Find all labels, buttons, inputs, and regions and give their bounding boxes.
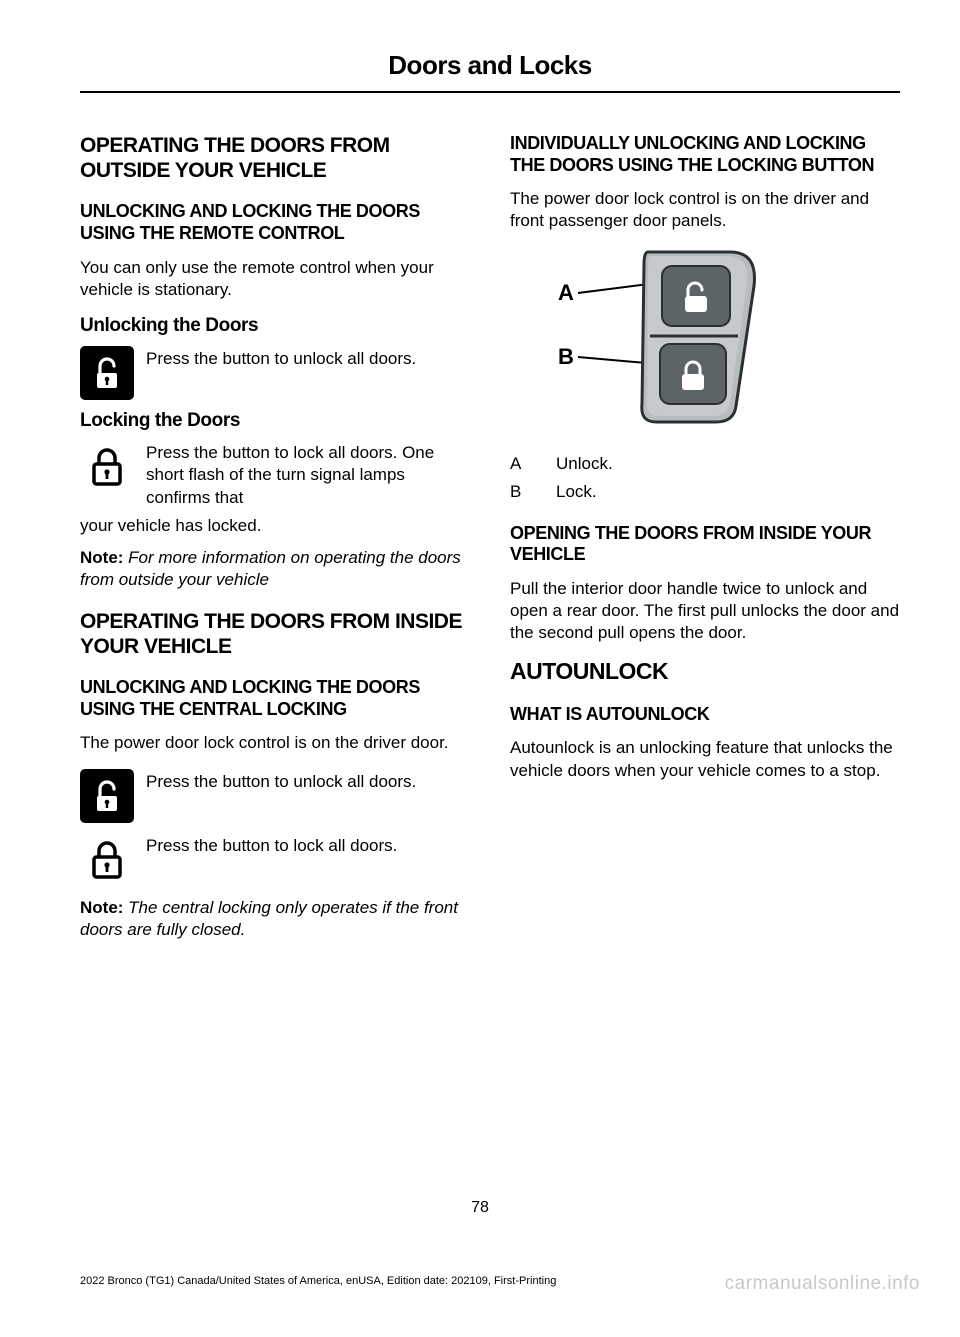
- heading-unlocking-doors: Unlocking the Doors: [80, 315, 470, 338]
- text-unlock-remote: Press the button to unlock all doors.: [146, 346, 470, 370]
- heading-operating-inside: OPERATING THE DOORS FROM INSIDE YOUR VEH…: [80, 609, 470, 659]
- row-unlock-central: Press the button to unlock all doors.: [80, 769, 470, 823]
- row-lock-remote: Press the button to lock all doors. One …: [80, 440, 470, 508]
- watermark: carmanualsonline.info: [725, 1273, 920, 1295]
- row-unlock-remote: Press the button to unlock all doors.: [80, 346, 470, 400]
- left-column: OPERATING THE DOORS FROM OUTSIDE YOUR VE…: [80, 133, 470, 959]
- lock-icon: [80, 440, 134, 494]
- note-text: For more information on operating the do…: [80, 548, 461, 589]
- text-autounlock: Autounlock is an unlocking feature that …: [510, 737, 900, 781]
- row-lock-central: Press the button to lock all doors.: [80, 833, 470, 887]
- heading-autounlock: AUTOUNLOCK: [510, 658, 900, 686]
- legend-key-a: A: [510, 450, 530, 477]
- switch-body: [642, 252, 755, 422]
- text-lock-remote: Press the button to lock all doors. One …: [146, 440, 470, 508]
- note-outside: Note: For more information on operating …: [80, 547, 470, 591]
- unlock-icon: [80, 346, 134, 400]
- text-locking-button-intro: The power door lock control is on the dr…: [510, 188, 900, 232]
- heading-remote-control: UNLOCKING AND LOCKING THE DOORS USING TH…: [80, 201, 470, 244]
- heading-central-locking: UNLOCKING AND LOCKING THE DOORS USING TH…: [80, 677, 470, 720]
- diagram-label-a: A: [558, 280, 574, 305]
- text-lock-remote-cont: your vehicle has locked.: [80, 515, 470, 537]
- diagram-label-b: B: [558, 344, 574, 369]
- heading-opening-inside: OPENING THE DOORS FROM INSIDE YOUR VEHIC…: [510, 523, 900, 566]
- heading-locking-doors: Locking the Doors: [80, 410, 470, 433]
- page: Doors and Locks OPERATING THE DOORS FROM…: [0, 0, 960, 1337]
- heading-what-is-autounlock: WHAT IS AUTOUNLOCK: [510, 704, 900, 726]
- lock-icon: [80, 833, 134, 887]
- footer-text: 2022 Bronco (TG1) Canada/United States o…: [80, 1275, 556, 1287]
- heading-locking-button: INDIVIDUALLY UNLOCKING AND LOCKING THE D…: [510, 133, 900, 176]
- text-opening-inside: Pull the interior door handle twice to u…: [510, 578, 900, 644]
- text-remote-intro: You can only use the remote control when…: [80, 257, 470, 301]
- heading-operating-outside: OPERATING THE DOORS FROM OUTSIDE YOUR VE…: [80, 133, 470, 183]
- lock-button-diagram: A B: [538, 246, 900, 436]
- columns: OPERATING THE DOORS FROM OUTSIDE YOUR VE…: [80, 133, 900, 959]
- note-central: Note: The central locking only operates …: [80, 897, 470, 941]
- text-unlock-central: Press the button to unlock all doors.: [146, 769, 470, 793]
- legend-row-a: A Unlock.: [510, 450, 900, 477]
- unlock-icon: [80, 769, 134, 823]
- legend: A Unlock. B Lock.: [510, 450, 900, 504]
- note-label: Note:: [80, 548, 123, 567]
- note-label: Note:: [80, 898, 123, 917]
- legend-key-b: B: [510, 478, 530, 505]
- legend-row-b: B Lock.: [510, 478, 900, 505]
- page-title: Doors and Locks: [80, 50, 900, 91]
- divider: [80, 91, 900, 93]
- legend-val-a: Unlock.: [556, 450, 613, 477]
- legend-val-b: Lock.: [556, 478, 597, 505]
- page-number: 78: [0, 1199, 960, 1217]
- note-text: The central locking only operates if the…: [80, 898, 458, 939]
- right-column: INDIVIDUALLY UNLOCKING AND LOCKING THE D…: [510, 133, 900, 959]
- text-lock-central: Press the button to lock all doors.: [146, 833, 470, 857]
- text-central-intro: The power door lock control is on the dr…: [80, 732, 470, 754]
